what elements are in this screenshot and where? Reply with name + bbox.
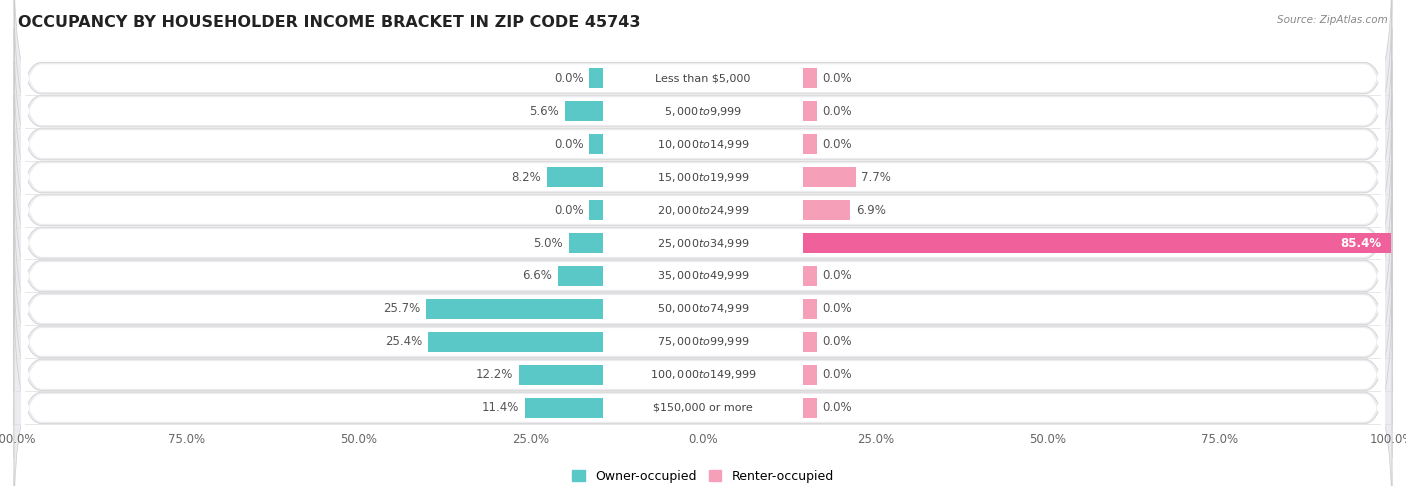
Text: $5,000 to $9,999: $5,000 to $9,999 [664,104,742,118]
FancyBboxPatch shape [21,0,1385,163]
Text: 0.0%: 0.0% [823,302,852,315]
Text: 0.0%: 0.0% [823,368,852,382]
FancyBboxPatch shape [14,226,1392,458]
FancyBboxPatch shape [21,125,1385,295]
Text: 0.0%: 0.0% [554,204,583,217]
Bar [568,233,603,253]
Text: OCCUPANCY BY HOUSEHOLDER INCOME BRACKET IN ZIP CODE 45743: OCCUPANCY BY HOUSEHOLDER INCOME BRACKET … [18,15,641,30]
Text: 5.6%: 5.6% [529,104,560,118]
Text: 6.9%: 6.9% [856,204,886,217]
FancyBboxPatch shape [21,323,1385,486]
Text: $75,000 to $99,999: $75,000 to $99,999 [657,335,749,348]
FancyBboxPatch shape [21,26,1385,196]
Bar [589,134,603,154]
Bar [589,68,603,88]
Bar [803,364,817,385]
Text: 5.0%: 5.0% [533,237,564,249]
Bar [803,101,817,122]
FancyBboxPatch shape [14,292,1392,486]
Bar [803,398,817,418]
Text: 0.0%: 0.0% [554,138,583,151]
Bar [427,332,603,352]
FancyBboxPatch shape [21,92,1385,262]
Text: 0.0%: 0.0% [823,104,852,118]
Text: Less than $5,000: Less than $5,000 [655,73,751,83]
Text: 0.0%: 0.0% [823,269,852,282]
Bar [547,167,603,187]
FancyBboxPatch shape [21,257,1385,427]
FancyBboxPatch shape [21,158,1385,328]
Text: 0.0%: 0.0% [823,138,852,151]
Text: 85.4%: 85.4% [1340,237,1381,249]
Bar [803,68,817,88]
Text: 8.2%: 8.2% [512,171,541,184]
Text: $35,000 to $49,999: $35,000 to $49,999 [657,269,749,282]
Text: 0.0%: 0.0% [823,335,852,348]
FancyBboxPatch shape [14,0,1392,194]
FancyBboxPatch shape [21,224,1385,394]
Bar [803,299,817,319]
Bar [803,167,856,187]
FancyBboxPatch shape [21,59,1385,229]
Legend: Owner-occupied, Renter-occupied: Owner-occupied, Renter-occupied [568,465,838,486]
Text: 12.2%: 12.2% [477,368,513,382]
FancyBboxPatch shape [14,259,1392,486]
Text: $50,000 to $74,999: $50,000 to $74,999 [657,302,749,315]
Text: $10,000 to $14,999: $10,000 to $14,999 [657,138,749,151]
Bar [589,200,603,220]
Text: $15,000 to $19,999: $15,000 to $19,999 [657,171,749,184]
Text: 6.6%: 6.6% [522,269,553,282]
FancyBboxPatch shape [14,0,1392,227]
Bar [558,266,603,286]
FancyBboxPatch shape [14,61,1392,293]
Bar [803,332,817,352]
FancyBboxPatch shape [14,94,1392,326]
Text: $100,000 to $149,999: $100,000 to $149,999 [650,368,756,382]
FancyBboxPatch shape [21,290,1385,460]
Text: 7.7%: 7.7% [862,171,891,184]
Text: 0.0%: 0.0% [823,401,852,415]
Bar [524,398,603,418]
FancyBboxPatch shape [21,191,1385,361]
Text: $20,000 to $24,999: $20,000 to $24,999 [657,204,749,217]
FancyBboxPatch shape [14,193,1392,425]
Text: Source: ZipAtlas.com: Source: ZipAtlas.com [1277,15,1388,25]
Bar [426,299,603,319]
Text: 0.0%: 0.0% [823,71,852,85]
Text: 0.0%: 0.0% [554,71,583,85]
Bar [565,101,603,122]
Bar [803,134,817,154]
Text: 25.7%: 25.7% [384,302,420,315]
Text: 11.4%: 11.4% [482,401,519,415]
Bar [519,364,603,385]
Text: 25.4%: 25.4% [385,335,423,348]
Text: $150,000 or more: $150,000 or more [654,403,752,413]
FancyBboxPatch shape [14,28,1392,260]
FancyBboxPatch shape [14,127,1392,359]
Text: $25,000 to $34,999: $25,000 to $34,999 [657,237,749,249]
Bar [803,233,1392,253]
FancyBboxPatch shape [14,160,1392,392]
Bar [803,200,851,220]
Bar [803,266,817,286]
